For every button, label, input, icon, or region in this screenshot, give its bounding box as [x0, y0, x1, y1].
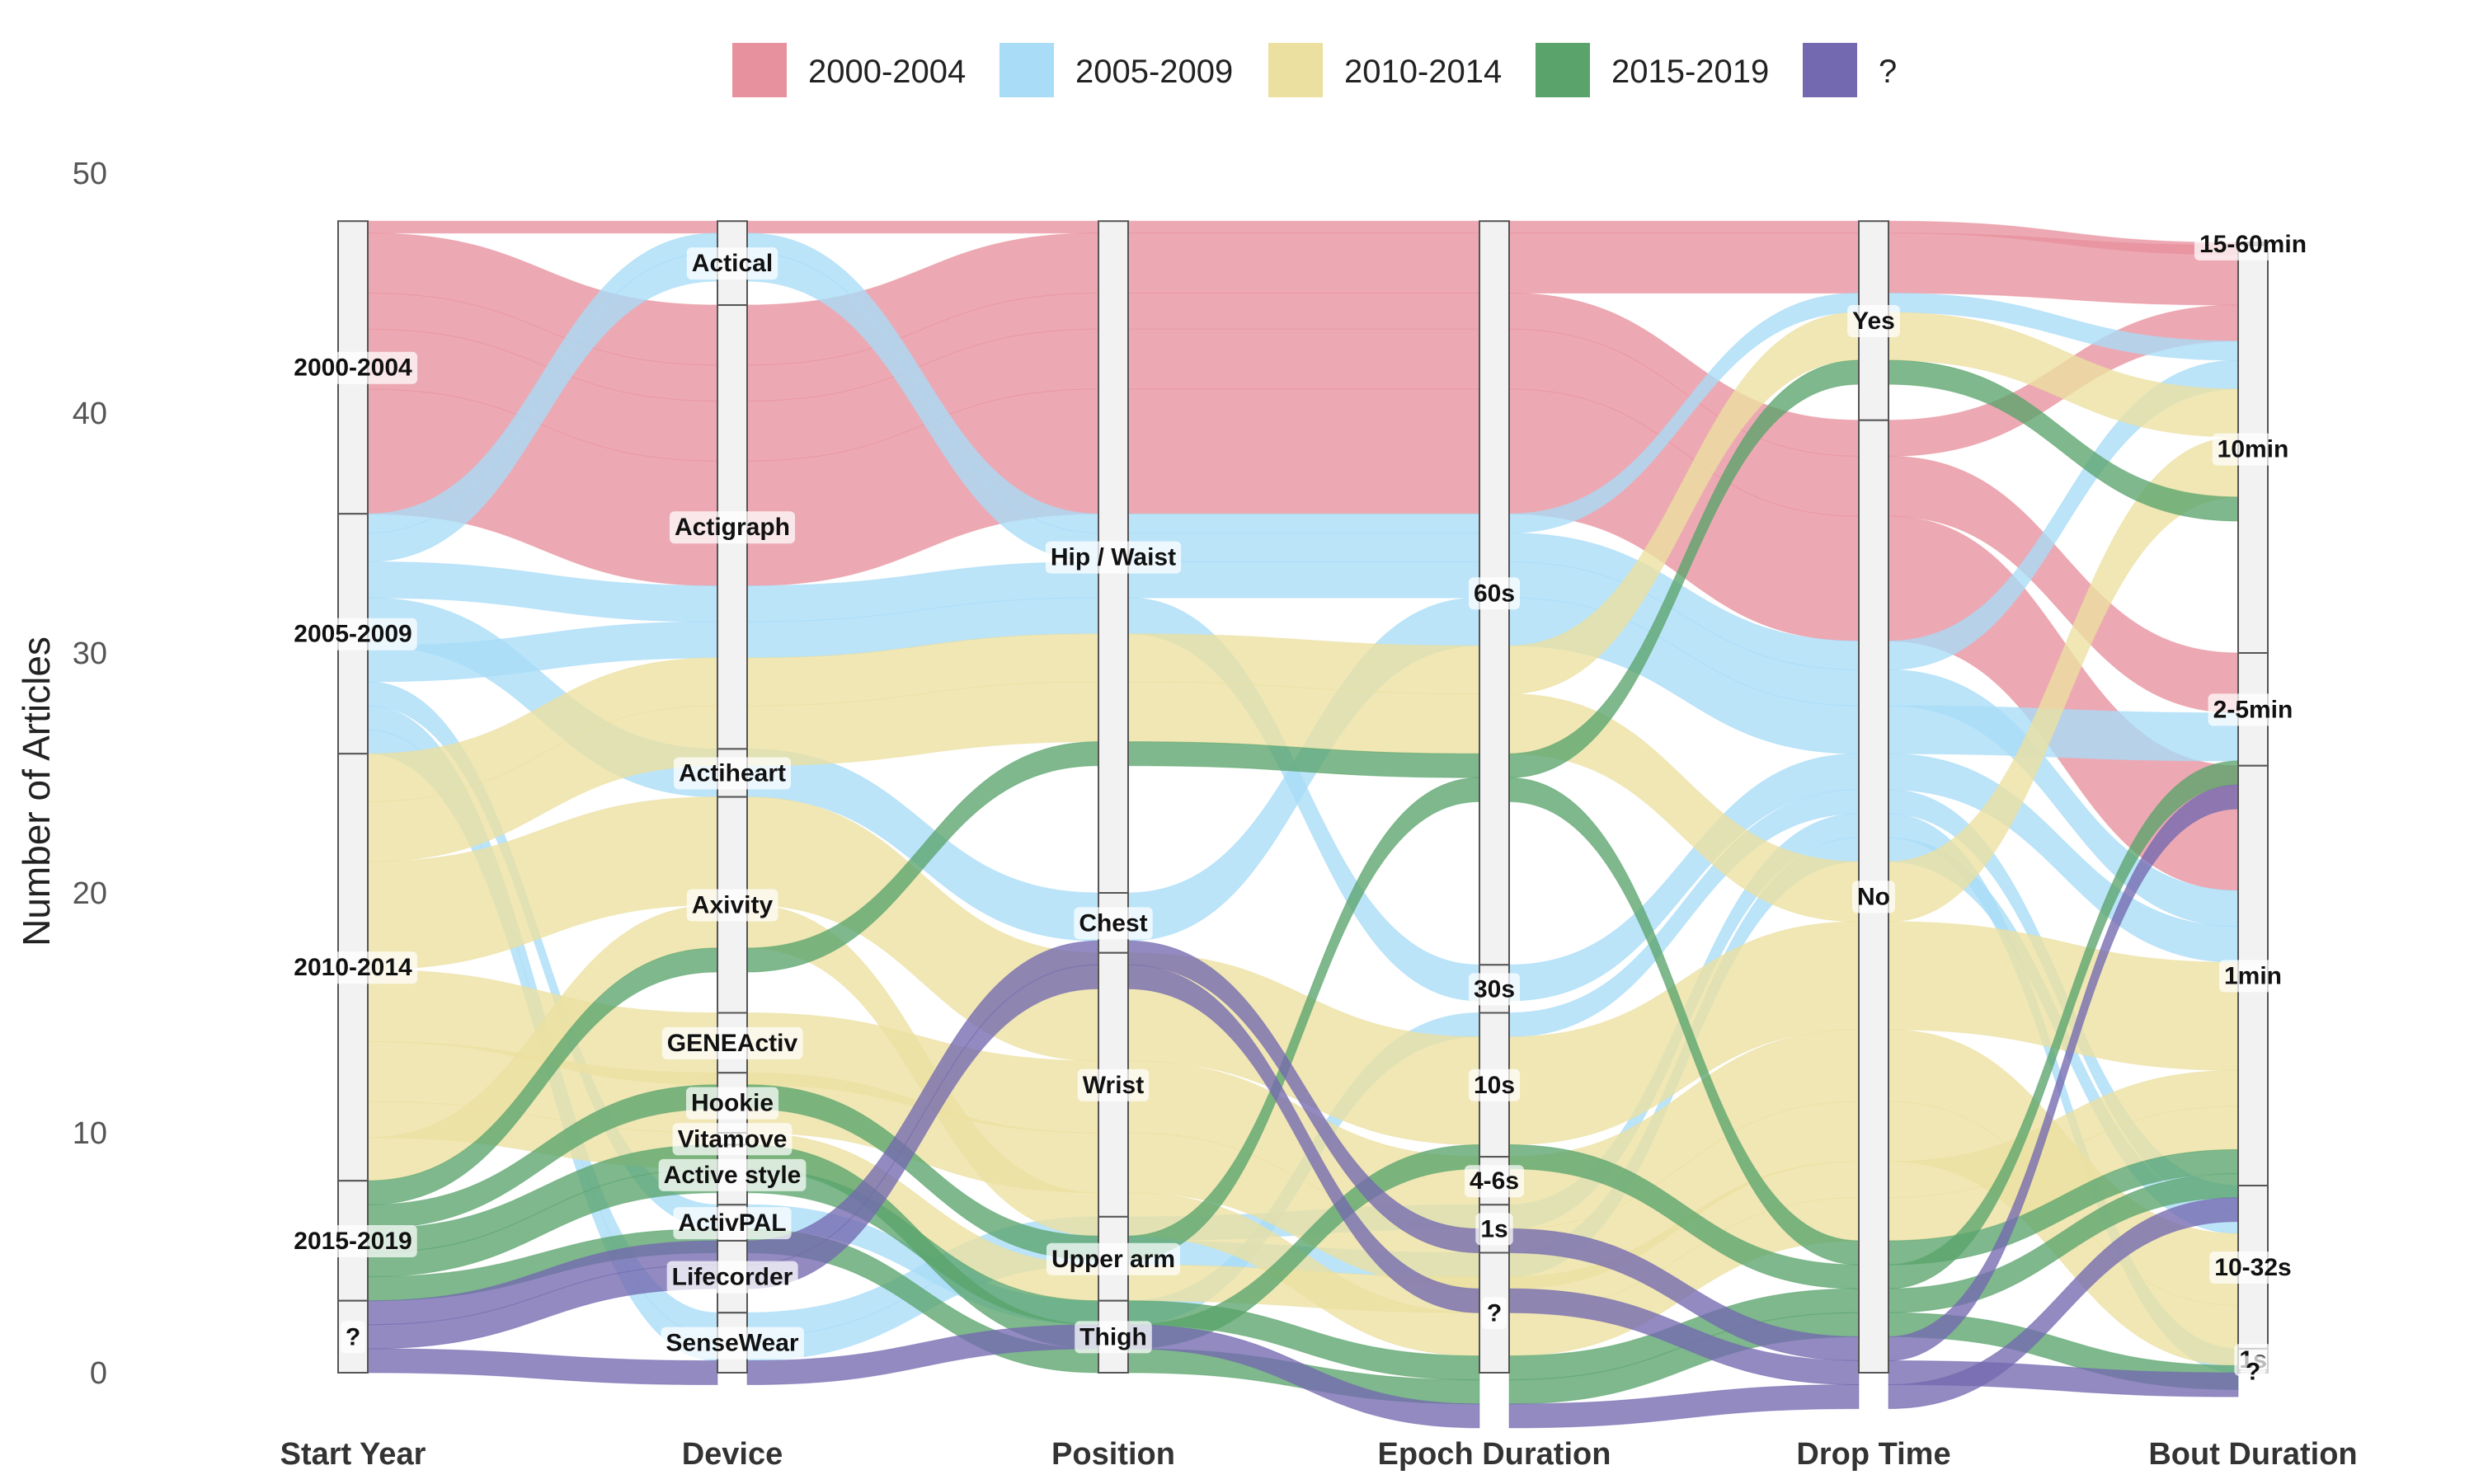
stratum-label-start-year-unknown: ? [346, 1323, 360, 1350]
stratum-label-bg [289, 618, 417, 650]
stratum-label-bout-duration-10-32s: 10-32s [2214, 1254, 2291, 1281]
axis-label-epoch-duration: Epoch Duration [1378, 1437, 1611, 1472]
stratum-label-bg [1045, 541, 1182, 574]
legend-label-2010-2014: 2010-2014 [1344, 54, 1502, 90]
stratum-label-position-chest: Chest [1079, 909, 1147, 937]
stratum-label-bg [666, 1261, 798, 1294]
stratum-label-device-hookie: Hookie [691, 1090, 774, 1117]
legend-swatch-2000-2004 [732, 43, 787, 97]
stratum-label-bg [2208, 693, 2298, 726]
stratum-label-bg [2212, 433, 2294, 466]
stratum-label-bg [2209, 1251, 2297, 1284]
stratum-label-epoch-duration-1s: 1s [1480, 1215, 1507, 1242]
legend-swatch-2010-2014 [1268, 43, 1323, 97]
stratum-label-bg [686, 247, 778, 280]
y-axis: 0 10 20 30 40 50 [73, 157, 107, 1391]
stratum-label-bg [673, 757, 792, 790]
stratum-label-bg [1077, 1068, 1150, 1101]
stratum-label-epoch-duration-4-6s: 4-6s [1470, 1167, 1519, 1195]
stratum-label-bg [1046, 1242, 1181, 1275]
stratum-label-bout-duration-10min: 10min [2218, 436, 2289, 463]
stratum-label-position-upper-arm: Upper arm [1051, 1246, 1175, 1273]
stratum-label-bg [673, 1207, 792, 1240]
stratum-label-bg [289, 351, 418, 384]
axis-label-drop-time: Drop Time [1796, 1437, 1950, 1472]
stratum-label-epoch-duration-30s: 30s [1474, 975, 1515, 1003]
legend-swatch-2015-2019 [1536, 43, 1590, 97]
legend-label-2000-2004: 2000-2004 [808, 54, 966, 90]
y-tick-label: 10 [73, 1116, 107, 1151]
stratum-label-bg [1852, 881, 1895, 913]
stratum-label-bout-duration-unknown: ? [2246, 1359, 2260, 1386]
legend-label-unknown: ? [1879, 54, 1897, 90]
stratum-label-bout-duration-15-60min: 15-60min [2199, 231, 2307, 258]
stratum-label-bg [1468, 973, 1521, 1006]
stratum-label-bg [686, 889, 778, 922]
stratum-label-bg [1075, 1321, 1152, 1354]
flows [367, 220, 2239, 1429]
stratum-label-bg [2218, 960, 2288, 993]
stratum-label-bg [661, 1327, 804, 1360]
legend-label-2015-2019: 2015-2019 [1611, 54, 1769, 90]
y-axis-label: Number of Articles [15, 636, 58, 946]
stratum-label-bg [685, 1087, 779, 1120]
stratum-label-bout-duration-2-5min: 2-5min [2213, 696, 2293, 723]
stratum-label-position-thigh: Thigh [1079, 1323, 1147, 1350]
stratum-label-bg [669, 511, 796, 544]
legend-swatch-unknown [1803, 43, 1857, 97]
stratum-label-bg [1074, 907, 1153, 940]
axis-label-position: Position [1051, 1437, 1175, 1472]
legend-label-2005-2009: 2005-2009 [1075, 54, 1233, 90]
axis-label-device: Device [682, 1437, 783, 1472]
strata: 2000-2004 2005-2009 2010-2014 2015-2019? Act… [289, 220, 2312, 1388]
stratum-label-bg [1468, 1068, 1521, 1101]
stratum-label-device-lifecorder: Lifecorder [672, 1264, 793, 1291]
legend: 2000-2004 2005-2009 2010-2014 2015-2019? [732, 43, 1897, 97]
y-tick-label: 50 [73, 157, 107, 191]
y-tick-label: 30 [73, 636, 107, 671]
stratum-label-epoch-duration-10s: 10s [1474, 1072, 1515, 1099]
y-tick-label: 0 [90, 1356, 107, 1391]
stratum-label-epoch-duration-60s: 60s [1474, 580, 1515, 607]
legend-swatch-2005-2009 [999, 43, 1054, 97]
stratum-label-bg [672, 1123, 793, 1156]
stratum-label-bg [1847, 304, 1900, 337]
stratum-label-bg [340, 1321, 366, 1354]
stratum-label-bg [289, 1224, 417, 1257]
stratum-label-drop-time-no: No [1857, 883, 1890, 910]
stratum-label-bout-duration-1min: 1min [2224, 962, 2282, 989]
stratum-label-device-actigraph: Actigraph [675, 514, 790, 541]
stratum-label-device-axivity: Axivity [692, 892, 774, 919]
stratum-label-bg [289, 951, 418, 984]
stratum-label-bg [1481, 1297, 1507, 1330]
y-tick-label: 20 [73, 876, 107, 911]
stratum-label-position-wrist: Wrist [1083, 1072, 1144, 1099]
stratum-label-start-year-2000-2004: 2000-2004 [294, 355, 412, 382]
stratum-label-device-active-style: Active style [664, 1162, 802, 1189]
stratum-label-device-actical: Actical [692, 250, 773, 277]
stratum-label-device-vitamove: Vitamove [678, 1125, 788, 1153]
stratum-label-bg [1475, 1213, 1513, 1246]
stratum-label-start-year-2015-2019: 2015-2019 [294, 1228, 412, 1255]
stratum-label-bg [661, 1026, 803, 1059]
stratum-label-bg [2240, 1355, 2266, 1388]
stratum-label-start-year-2010-2014: 2010-2014 [294, 954, 412, 981]
x-axis-labels: Start Year Device Position Epoch Duration Dr… [280, 1437, 2358, 1472]
stratum-label-bg [1468, 577, 1521, 610]
stratum-label-device-actiheart: Actiheart [679, 760, 786, 787]
stratum-label-position-hip-waist: Hip / Waist [1051, 544, 1176, 571]
stratum-label-epoch-duration-unknown: ? [1487, 1299, 1502, 1327]
y-tick-label: 40 [73, 397, 107, 431]
axis-label-start-year: Start Year [280, 1437, 426, 1472]
stratum-label-device-activpal: ActivPAL [678, 1209, 786, 1237]
stratum-label-bg [658, 1158, 807, 1191]
stratum-label-device-sensewear: SenseWear [666, 1330, 799, 1357]
stratum-label-drop-time-yes: Yes [1852, 308, 1895, 335]
stratum-label-device-geneactiv: GENEActiv [667, 1030, 798, 1057]
stratum-label-start-year-2005-2009: 2005-2009 [294, 621, 412, 648]
stratum-label-bg [2194, 228, 2312, 261]
axis-label-bout-duration: Bout Duration [2148, 1437, 2357, 1472]
stratum-label-bg [1464, 1165, 1525, 1198]
